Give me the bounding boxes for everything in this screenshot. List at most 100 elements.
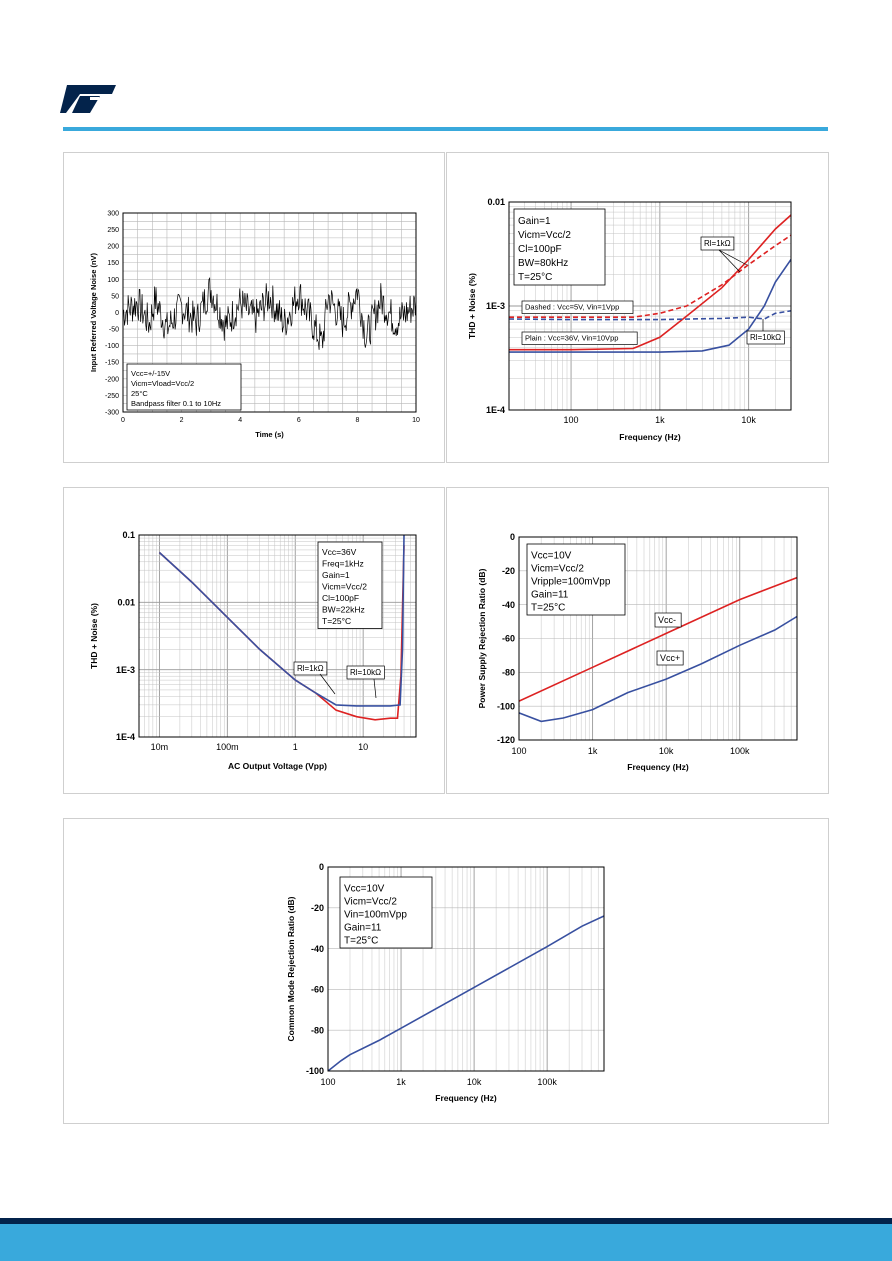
thd-vout-x-axis-label: AC Output Voltage (Vpp) <box>228 761 327 771</box>
thd-vout-annotation-line: T=25°C <box>322 616 351 626</box>
psrr-y-tick-label: -120 <box>497 735 515 745</box>
noise-series-line-0 <box>123 277 416 350</box>
thd-vout-annotation-line: Freq=1kHz <box>322 559 364 569</box>
psrr-x-tick-label: 100k <box>730 746 750 756</box>
thd-freq-frame <box>508 201 792 411</box>
noise-x-tick-label: 10 <box>412 417 420 424</box>
psrr-annotation-line: Vripple=100mVpp <box>531 576 611 587</box>
thd-freq-y-tick-label: 1E-3 <box>486 301 505 311</box>
thd-freq-series-line-2 <box>509 259 791 353</box>
noise-x-tick-label: 6 <box>297 417 301 424</box>
cmrr-x-axis-label: Frequency (Hz) <box>435 1093 497 1103</box>
noise-annotation-line: 25°C <box>131 389 148 398</box>
psrr-plot: 100 1k 10k 100k 0 -20 -40 -60 -80 -100 -120 Frequen… <box>477 532 798 772</box>
cmrr-annotation-box <box>339 876 433 949</box>
thd-freq-callout-label: Plain : Vcc=36V, Vin=10Vpp <box>525 334 618 343</box>
psrr-annotation-line: Vcc=10V <box>531 550 572 561</box>
psrr-y-tick-label: -60 <box>502 634 515 644</box>
thd-freq-annotation-line: BW=80kHz <box>518 258 568 269</box>
noise-y-tick-label: -300 <box>105 409 119 416</box>
psrr-series-line-1 <box>519 615 797 723</box>
thd-vout-x-tick-label: 10m <box>151 742 169 752</box>
psrr-gridlines <box>519 537 797 740</box>
thd-freq-callout-box <box>746 330 785 345</box>
psrr-series-line-0 <box>519 576 797 702</box>
cmrr-y-axis-label: Common Mode Rejection Ratio (dB) <box>286 896 296 1041</box>
thd-freq-callout-arrow <box>718 249 741 273</box>
psrr-y-tick-label: 0 <box>510 532 515 542</box>
thd-vout-frame <box>138 534 417 738</box>
noise-figure: 0 2 4 6 8 10 300 250 200 150 100 50 0 -50 -100 -150 -200… <box>63 152 445 463</box>
thd-freq-callout-label: Rl=10kΩ <box>750 333 781 342</box>
noise-x-tick-label: 8 <box>355 417 359 424</box>
thd-freq-annotation-line: Cl=100pF <box>518 244 562 255</box>
thd-vout-callout-box <box>346 665 385 680</box>
noise-y-tick-label: 250 <box>107 227 119 234</box>
cmrr-annotation-line: Vin=100mVpp <box>344 909 407 920</box>
thd-vs-frequency-chart: 100 1k 10k 0.01 1E-3 1E-4 Frequency (Hz) THD + … <box>467 197 792 442</box>
thd-vs-output-voltage-chart: 10m 100m 1 10 0.1 0.01 1E-3 1E-4 AC Output Volta… <box>89 530 417 771</box>
thd-vout-y-tick-label: 0.01 <box>117 597 135 607</box>
psrr-x-tick-label: 10k <box>659 746 674 756</box>
thd-freq-y-axis-label: THD + Noise (%) <box>467 273 477 339</box>
thd-vout-callout-arrow <box>373 678 377 699</box>
cmrr-y-tick-label: -20 <box>311 903 324 913</box>
thd-freq-x-tick-label: 1k <box>655 415 665 425</box>
thd-vout-annotation-line: Cl=100pF <box>322 593 359 603</box>
cmrr-y-tick-label: -40 <box>311 944 324 954</box>
psrr-annotation-line: Gain=11 <box>531 589 569 600</box>
noise-y-tick-label: -150 <box>105 360 119 367</box>
thd-freq-plot: 100 1k 10k 0.01 1E-3 1E-4 Frequency (Hz) THD + … <box>467 197 792 442</box>
thd-freq-y-tick-label: 0.01 <box>487 197 505 207</box>
thd-freq-x-tick-label: 100 <box>564 415 579 425</box>
cmrr-plot: 100 1k 10k 100k 0 -20 -40 -60 -80 -100 Frequency (… <box>286 862 605 1103</box>
thd-freq-callout-box <box>521 300 634 314</box>
cmrr-x-tick-label: 10k <box>467 1077 482 1087</box>
noise-x-tick-label: 2 <box>180 417 184 424</box>
thd-vout-annotation-line: Gain=1 <box>322 570 350 580</box>
noise-y-tick-label: 200 <box>107 244 119 251</box>
cmrr-annotation-line: Vcc=10V <box>344 883 385 894</box>
cmrr-series-line-0 <box>328 915 604 1071</box>
thd-freq-annotation-box <box>513 208 606 286</box>
noise-annotation-line: Vcc=+/-15V <box>131 369 170 378</box>
thd-freq-x-axis-label: Frequency (Hz) <box>619 432 681 442</box>
thd-vout-x-tick-label: 1 <box>293 742 298 752</box>
psrr-figure: 100 1k 10k 100k 0 -20 -40 -60 -80 -100 -120 Frequen… <box>446 487 829 794</box>
psrr-annotation-line: T=25°C <box>531 602 565 613</box>
psrr-y-tick-label: -100 <box>497 701 515 711</box>
noise-x-tick-label: 0 <box>121 417 125 424</box>
thd-freq-annotation-line: Gain=1 <box>518 216 551 227</box>
psrr-callout-box <box>654 612 682 628</box>
noise-y-axis-label: Input Referred Voltage Noise (nV) <box>89 252 98 372</box>
noise-annotation-box <box>126 363 242 411</box>
cmrr-annotation-line: Vicm=Vcc/2 <box>344 896 397 907</box>
psrr-chart: 100 1k 10k 100k 0 -20 -40 -60 -80 -100 -120 Frequen… <box>477 532 798 772</box>
psrr-callout-label: Vcc+ <box>660 653 680 663</box>
thd-freq-series-line-1 <box>509 234 791 318</box>
thd-vout-annotation-box <box>317 541 383 629</box>
thd-vout-annotation-line: Vicm=Vcc/2 <box>322 582 367 592</box>
psrr-y-axis-label: Power Supply Rejection Ratio (dB) <box>477 568 487 708</box>
psrr-callout-label: Vcc- <box>658 615 676 625</box>
cmrr-x-tick-label: 1k <box>396 1077 406 1087</box>
thd-freq-x-tick-label: 10k <box>741 415 756 425</box>
noise-y-tick-label: 300 <box>107 210 119 217</box>
noise-x-axis-label: Time (s) <box>255 430 284 439</box>
noise-chart: 0 2 4 6 8 10 300 250 200 150 100 50 0 -50 -100 -150 -200… <box>89 210 420 439</box>
psrr-x-axis-label: Frequency (Hz) <box>627 762 689 772</box>
cmrr-frame <box>327 866 605 1072</box>
psrr-annotation-box <box>526 543 626 616</box>
thd-freq-y-tick-label: 1E-4 <box>486 405 505 415</box>
thd-vout-callout-label: Rl=1kΩ <box>297 664 324 673</box>
cmrr-y-tick-label: -80 <box>311 1025 324 1035</box>
psrr-x-tick-label: 1k <box>588 746 598 756</box>
psrr-frame <box>518 536 798 741</box>
noise-y-tick-label: -50 <box>109 327 119 334</box>
thd-vs-frequency-figure: 100 1k 10k 0.01 1E-3 1E-4 Frequency (Hz) THD + … <box>446 152 829 463</box>
footer-band-dark <box>0 1218 892 1224</box>
noise-y-tick-label: -250 <box>105 393 119 400</box>
noise-y-tick-label: 50 <box>111 293 119 300</box>
cmrr-y-tick-label: -60 <box>311 985 324 995</box>
cmrr-figure: 100 1k 10k 100k 0 -20 -40 -60 -80 -100 Frequency (… <box>63 818 829 1124</box>
